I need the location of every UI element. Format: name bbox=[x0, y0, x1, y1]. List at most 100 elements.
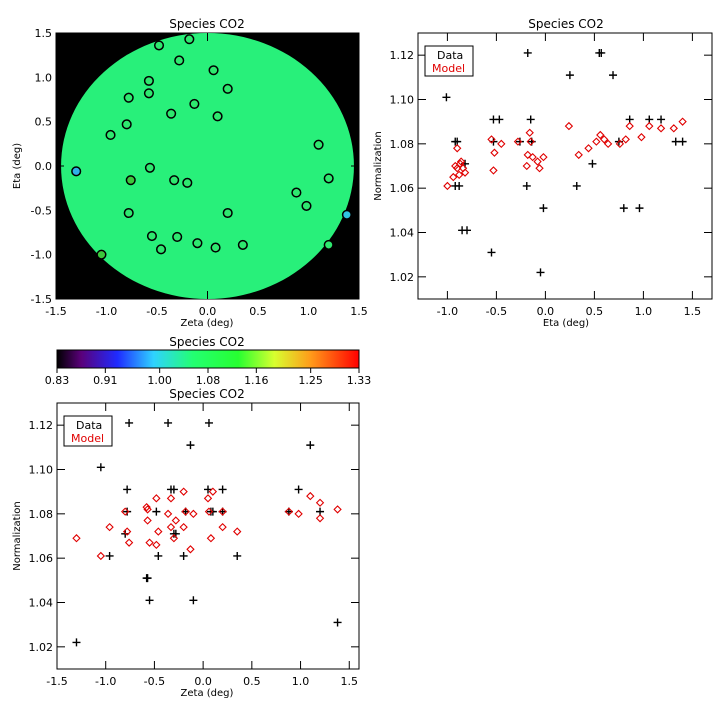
map-point bbox=[341, 209, 352, 220]
eta-data-point bbox=[463, 226, 471, 235]
eta-model-point bbox=[592, 137, 601, 146]
zeta-model-point bbox=[142, 503, 151, 512]
zeta-ytick-label: 1.10 bbox=[29, 464, 54, 477]
zeta-data-point bbox=[333, 618, 342, 627]
zeta-data-point bbox=[218, 485, 227, 494]
zeta-data-point bbox=[143, 574, 152, 583]
zeta-model-point bbox=[152, 494, 161, 503]
zeta-model-point bbox=[218, 507, 227, 516]
zeta-xtick-label: -1.5 bbox=[46, 675, 67, 688]
eta-model-point bbox=[528, 152, 537, 162]
zeta-plot-area bbox=[56, 402, 360, 670]
eta-xtick-label: 1.5 bbox=[684, 305, 702, 318]
zeta-panel: Species CO2 -1.5 -1.0 -0.5 0.0 0.5 1.0 1.5 1.02… bbox=[12, 387, 360, 699]
zeta-data-point bbox=[189, 596, 198, 605]
map-point bbox=[313, 139, 324, 150]
map-point bbox=[153, 40, 165, 51]
eta-xtick-label: -1.0 bbox=[437, 305, 458, 318]
zeta-data-point bbox=[72, 638, 81, 647]
zeta-model-point bbox=[143, 516, 152, 525]
map-ytick-label: 0.0 bbox=[35, 160, 53, 173]
zeta-data-point bbox=[125, 418, 134, 427]
map-title: Species CO2 bbox=[169, 17, 244, 31]
map-ytick-label: 0.5 bbox=[35, 116, 53, 129]
zeta-data-point bbox=[123, 485, 132, 494]
zeta-model-point bbox=[171, 516, 181, 525]
zeta-title: Species CO2 bbox=[169, 387, 244, 401]
zeta-model-point bbox=[233, 527, 242, 536]
map-axes: -1.5 -1.0 -0.5 0.0 0.5 1.0 1.5 -1.5 -1.0 -0.5 0.0 0… bbox=[31, 27, 368, 318]
zeta-model-point bbox=[105, 522, 114, 532]
colorbar-tick-label: 1.00 bbox=[147, 374, 172, 387]
zeta-data-point bbox=[145, 596, 154, 605]
zeta-model-point bbox=[72, 534, 81, 543]
eta-model-point bbox=[460, 168, 470, 177]
eta-model-point bbox=[533, 157, 542, 166]
colorbar-tick-label: 0.91 bbox=[93, 374, 118, 387]
map-point bbox=[182, 177, 193, 188]
eta-model-point bbox=[523, 150, 532, 160]
eta-x-label: Eta (deg) bbox=[543, 318, 589, 329]
map-point bbox=[291, 187, 302, 198]
eta-model-point bbox=[603, 139, 613, 149]
colorbar-tick-label: 1.16 bbox=[244, 374, 269, 387]
map-point bbox=[174, 55, 185, 66]
eta-model-point bbox=[625, 121, 634, 131]
colorbar: Species CO2 0.83 0.91 1.00 1.08 1.16 1.25 1.33 bbox=[45, 335, 372, 387]
zeta-ytick-label: 1.04 bbox=[29, 597, 54, 610]
eta-model-point bbox=[525, 128, 534, 137]
eta-ytick-label: 1.10 bbox=[390, 94, 415, 107]
map-xtick-label: 1.5 bbox=[350, 305, 368, 318]
eta-data-point bbox=[442, 93, 451, 102]
zeta-model-point bbox=[121, 507, 130, 516]
eta-plot-area bbox=[417, 32, 713, 300]
eta-data-point bbox=[572, 181, 581, 190]
eta-data-point bbox=[495, 115, 504, 124]
eta-model-point bbox=[596, 130, 605, 140]
zeta-model-point bbox=[294, 509, 303, 519]
zeta-data-point bbox=[169, 485, 178, 494]
eta-data-point bbox=[526, 115, 535, 124]
eta-model-point bbox=[621, 135, 630, 144]
map-point bbox=[121, 119, 132, 130]
map-xtick-label: -1.5 bbox=[45, 305, 66, 318]
zeta-model-point bbox=[154, 527, 163, 536]
eta-legend-box bbox=[424, 45, 474, 77]
eta-legend-data: Data bbox=[437, 49, 463, 62]
zeta-model-point bbox=[186, 545, 195, 554]
map-panel: Species CO2 -1.5 -1.0 -0.5 0.0 0.5 1.0 1.5-1.5… bbox=[12, 17, 368, 329]
zeta-ytick-label: 1.08 bbox=[29, 508, 54, 521]
eta-data-point bbox=[523, 48, 532, 57]
eta-model-point bbox=[455, 159, 465, 168]
eta-ytick-label: 1.08 bbox=[390, 138, 415, 151]
eta-model-point bbox=[645, 121, 654, 131]
map-point bbox=[301, 200, 312, 211]
zeta-model-point bbox=[315, 514, 325, 523]
eta-model-point bbox=[487, 135, 496, 144]
eta-data-point bbox=[487, 248, 496, 257]
zeta-legend-data: Data bbox=[76, 419, 102, 432]
eta-data-point bbox=[609, 71, 618, 80]
map-point bbox=[155, 244, 167, 255]
eta-model-point bbox=[669, 124, 678, 133]
eta-model-point bbox=[513, 137, 523, 146]
map-point bbox=[323, 173, 334, 184]
zeta-axes: -1.5 -1.0 -0.5 0.0 0.5 1.0 1.5 1.02 1.04 1.06 1.08… bbox=[29, 403, 359, 688]
zeta-data-point bbox=[233, 551, 242, 560]
eta-model-point bbox=[564, 121, 574, 131]
map-ytick-label: -1.5 bbox=[31, 293, 52, 306]
zeta-model-point bbox=[204, 507, 214, 516]
eta-model-point bbox=[584, 144, 593, 153]
map-point bbox=[166, 108, 177, 119]
colorbar-tick-label: 0.83 bbox=[45, 374, 70, 387]
zeta-model-point bbox=[169, 534, 179, 543]
zeta-y-label: Normalization bbox=[12, 501, 23, 571]
eta-data-point bbox=[635, 204, 644, 213]
zeta-model-point bbox=[124, 538, 134, 547]
map-ytick-label: -0.5 bbox=[31, 204, 52, 217]
map-point bbox=[125, 175, 136, 186]
zeta-model-point bbox=[122, 527, 132, 536]
zeta-ytick-label: 1.02 bbox=[29, 641, 54, 654]
colorbar-tick-label: 1.33 bbox=[347, 374, 372, 387]
zeta-model-point bbox=[306, 491, 315, 501]
